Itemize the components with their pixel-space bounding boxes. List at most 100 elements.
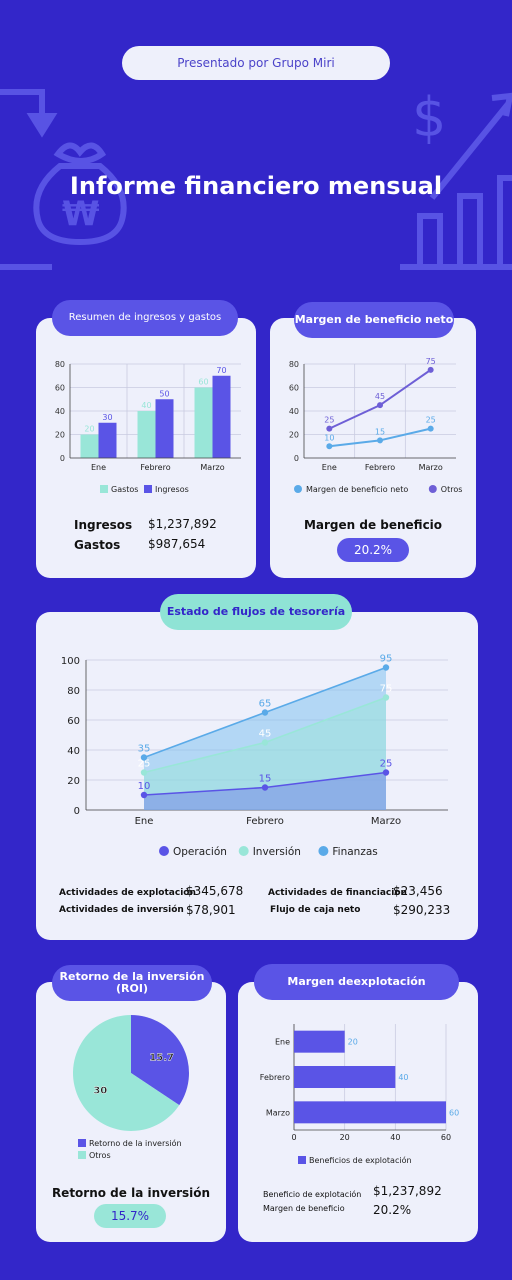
x-tick-label: Marzo [419,463,443,472]
financing-activities-label: Actividades de financiación [268,888,407,898]
legend-label: Gastos [111,485,138,494]
data-point [261,784,269,791]
cash-flow-card: 0 20 40 60 80 100 10 15 25 25 45 75 35 65 95 Ene Febrero… [36,612,478,940]
data-label: 60 [449,1108,459,1117]
data-label: 45 [375,392,385,401]
roi-tab[interactable]: Retorno de la inversión (ROI) [52,965,212,1001]
series-area [144,667,386,810]
y-tick-label: 0 [60,454,65,463]
legend-swatch [294,485,302,493]
y-tick-label: Marzo [266,1108,290,1117]
data-label: 20 [84,425,94,434]
legend-label: Inversión [253,846,301,858]
net-margin-tab[interactable]: Margen de beneficio neto [294,302,454,338]
x-tick-label: Febrero [246,816,284,827]
data-label: 15 [259,774,272,785]
data-label: 60 [198,378,208,387]
legend-label: Otros [441,485,463,494]
data-label: 10 [324,433,334,442]
presented-by-text: Presentado por Grupo Miri [177,56,335,70]
x-tick-label: Marzo [371,816,401,827]
data-point [382,694,390,701]
series-area [144,697,386,810]
x-tick-label: Febrero [365,463,395,472]
pie-slice [73,1015,180,1131]
legend-label: Beneficios de explotación [309,1155,412,1165]
op-margin-label: Margen de beneficio [263,1204,345,1213]
bar-marzo [294,1101,446,1124]
pie-slice [131,1015,190,1106]
net-margin-chart: 0 20 40 60 80 10 15 25 25 45 75 Ene Febrero Marzo Marg… [289,357,463,494]
op-margin-chart: 0 20 40 60 20 Ene 40 Febrero 60 Marzo Beneficios d… [260,1024,459,1165]
op-profit-label: Beneficio de explotación [263,1190,362,1199]
svg-text:$: $ [412,86,446,149]
dollar-icon: $ [412,86,446,149]
data-point [140,754,148,761]
y-tick-label: Febrero [260,1073,290,1082]
data-point [326,425,333,432]
legend-swatch [78,1151,86,1159]
data-point [427,366,434,373]
income-expenses-tab[interactable]: Resumen de ingresos y gastos [52,300,238,336]
op-margin-tab-label: Margen deexplotación [287,975,426,988]
data-point [377,402,383,409]
y-tick-label: 60 [289,384,299,393]
data-label: 25 [380,759,393,770]
legend-swatch [428,485,437,493]
data-label: 45 [259,729,272,740]
data-label: 75 [426,357,436,366]
cash-flow-tab-label: Estado de flujos de tesorería [166,605,346,618]
roi-badge-value: 15.7% [110,1209,150,1223]
bar-chart-icon [400,175,512,270]
legend-label: Finanzas [332,846,377,858]
income-label: Ingresos [74,518,133,532]
arrow-down-icon [0,89,58,138]
income-expenses-tab-label: Resumen de ingresos y gastos [68,312,222,323]
data-point [382,664,390,671]
legend-label: Otros [89,1151,111,1160]
bar-gastos-febrero [137,411,156,458]
legend-label: Margen de beneficio neto [306,485,408,494]
bar-ingresos-febrero [155,399,174,458]
cash-flow-chart: 0 20 40 60 80 100 10 15 25 25 45 75 35 65 95 Ene Febrero… [61,654,448,858]
x-tick-label: Ene [91,463,106,472]
net-margin-card: 0 20 40 60 80 10 15 25 25 45 75 Ene Febrero Marzo Marg… [270,318,476,578]
data-label: 70 [216,366,226,375]
legend-swatch [78,1139,86,1147]
slice-label: 30 [93,1085,107,1096]
data-point [140,791,148,799]
slice-label: 15.7 [149,1053,174,1064]
growth-arrow-icon [429,92,512,200]
income-expenses-chart: 0 20 40 60 80 20 30 Ene 40 50 Febrero 60 70 Marzo Gast… [55,360,241,494]
expenses-value: $987,654 [148,537,206,551]
x-tick-label: 60 [441,1133,451,1142]
investing-activities-value: $78,901 [186,903,236,917]
x-tick-label: 40 [390,1133,400,1142]
income-expenses-card: 0 20 40 60 80 20 30 Ene 40 50 Febrero 60 70 Marzo Gast… [36,318,256,578]
net-cash-flow-value: $290,233 [393,903,451,917]
legend-swatch [159,846,169,856]
page-title: Informe financiero mensual [69,172,443,200]
legend-swatch [144,485,152,493]
x-tick-label: Marzo [200,463,224,472]
bar-gastos-marzo [194,387,213,458]
data-point [261,739,269,746]
presented-by-pill: Presentado por Grupo Miri [122,46,390,80]
data-label: 40 [141,401,151,410]
legend-swatch [318,846,329,856]
investing-activities-label: Actividades de inversión [59,905,184,915]
data-label: 15 [375,427,385,436]
series-area [144,772,386,810]
financing-activities-value: $23,456 [393,884,443,898]
cash-flow-tab[interactable]: Estado de flujos de tesorería [160,594,352,630]
roi-card: 15.7 30 Retorno de la inversión Otros Retor… [36,982,226,1242]
y-tick-label: 40 [55,407,65,416]
y-tick-label: 60 [55,384,65,393]
op-margin-value: 20.2% [373,1203,412,1217]
y-tick-label: 20 [67,776,80,787]
x-tick-label: 20 [340,1133,350,1142]
roi-tab-label: Retorno de la inversión (ROI) [59,970,205,995]
expenses-label: Gastos [74,538,121,552]
data-point [377,437,383,444]
op-margin-tab[interactable]: Margen deexplotación [254,964,459,1000]
